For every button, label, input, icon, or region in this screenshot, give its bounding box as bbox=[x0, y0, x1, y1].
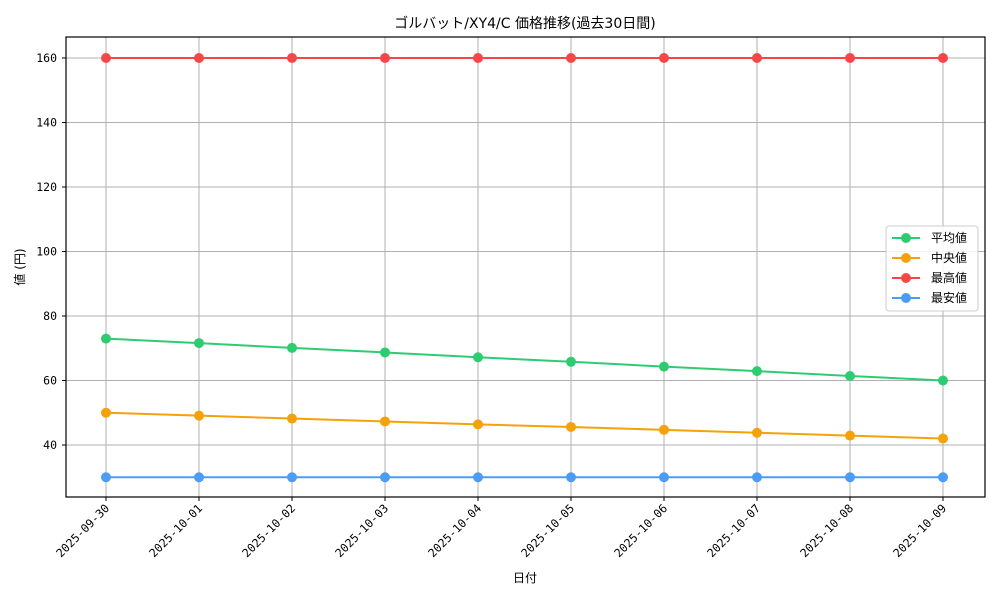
data-point bbox=[659, 424, 669, 435]
data-point bbox=[287, 413, 297, 424]
data-point bbox=[845, 472, 855, 483]
x-tick-label: 2025-09-30 bbox=[53, 501, 112, 560]
data-point bbox=[938, 433, 948, 444]
y-tick-label: 140 bbox=[36, 116, 57, 130]
chart-title: ゴルバット/XY4/C 価格推移(過去30日間) bbox=[394, 15, 655, 32]
legend-label: 平均値 bbox=[931, 230, 967, 245]
data-point bbox=[845, 53, 855, 63]
legend-label: 最安値 bbox=[931, 290, 967, 305]
series-lines bbox=[101, 53, 948, 483]
data-point bbox=[752, 472, 762, 483]
data-point bbox=[938, 472, 948, 483]
data-point bbox=[752, 53, 762, 63]
x-tick-label: 2025-10-03 bbox=[332, 501, 391, 560]
y-axis-label: 値 (円) bbox=[12, 248, 27, 285]
data-point bbox=[752, 427, 762, 438]
x-tick-label: 2025-10-04 bbox=[425, 501, 484, 560]
series-line bbox=[105, 337, 944, 382]
data-point bbox=[659, 361, 669, 372]
legend-marker-icon bbox=[901, 233, 911, 243]
x-tick-label: 2025-10-07 bbox=[704, 501, 763, 560]
data-point bbox=[194, 53, 204, 63]
legend-marker-icon bbox=[901, 293, 911, 303]
y-tick-label: 80 bbox=[43, 309, 57, 323]
data-point bbox=[752, 366, 762, 377]
y-axis-ticks: 40 60 80 100 120 140 160 bbox=[36, 51, 66, 452]
data-point bbox=[659, 53, 669, 63]
y-tick-label: 100 bbox=[36, 245, 57, 259]
data-point bbox=[380, 347, 390, 358]
data-point bbox=[566, 356, 576, 367]
x-tick-label: 2025-10-08 bbox=[797, 501, 856, 560]
data-point bbox=[938, 375, 948, 386]
grid-lines bbox=[66, 37, 985, 497]
legend-marker-icon bbox=[901, 253, 911, 263]
y-tick-label: 60 bbox=[43, 374, 57, 388]
data-point bbox=[287, 342, 297, 353]
x-axis-ticks: 2025-09-30 2025-10-01 2025-10-02 2025-10-03… bbox=[53, 497, 949, 560]
plot-frame bbox=[65, 36, 986, 498]
data-point bbox=[473, 53, 483, 63]
legend-label: 中央値 bbox=[931, 250, 967, 265]
x-tick-label: 2025-10-09 bbox=[890, 501, 949, 560]
data-point bbox=[566, 421, 576, 432]
x-tick-label: 2025-10-06 bbox=[611, 501, 670, 560]
data-point bbox=[845, 370, 855, 381]
data-point bbox=[473, 352, 483, 363]
data-point bbox=[473, 419, 483, 430]
data-point bbox=[659, 472, 669, 483]
data-point bbox=[380, 472, 390, 483]
x-axis-label: 日付 bbox=[513, 571, 537, 585]
data-point bbox=[101, 407, 111, 418]
data-point bbox=[101, 472, 111, 483]
series-line bbox=[105, 411, 944, 440]
data-point bbox=[101, 333, 111, 344]
legend-marker-icon bbox=[901, 273, 911, 283]
data-point bbox=[101, 53, 111, 63]
data-point bbox=[566, 53, 576, 63]
x-tick-label: 2025-10-05 bbox=[518, 501, 577, 560]
y-tick-label: 120 bbox=[36, 180, 57, 194]
data-point bbox=[194, 410, 204, 421]
y-tick-label: 40 bbox=[43, 438, 57, 452]
y-tick-label: 160 bbox=[36, 51, 57, 65]
data-point bbox=[845, 430, 855, 441]
data-point bbox=[194, 472, 204, 483]
data-point bbox=[938, 53, 948, 63]
data-point bbox=[380, 416, 390, 427]
data-point bbox=[287, 472, 297, 483]
data-point bbox=[566, 472, 576, 483]
data-point bbox=[473, 472, 483, 483]
x-tick-label: 2025-10-01 bbox=[146, 501, 205, 560]
legend-label: 最高値 bbox=[931, 270, 967, 285]
data-point bbox=[380, 53, 390, 63]
x-tick-label: 2025-10-02 bbox=[239, 501, 298, 560]
data-point bbox=[287, 53, 297, 63]
data-point bbox=[194, 338, 204, 349]
